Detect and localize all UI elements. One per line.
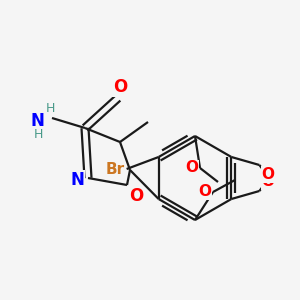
Text: Br: Br — [106, 161, 124, 176]
Text: O: O — [113, 78, 127, 96]
Text: N: N — [70, 171, 84, 189]
Text: O: O — [198, 184, 211, 200]
Text: H: H — [33, 128, 43, 140]
Text: O: O — [129, 187, 143, 205]
Text: O: O — [261, 167, 274, 182]
Text: N: N — [30, 112, 44, 130]
Text: O: O — [185, 160, 198, 175]
Text: O: O — [261, 174, 274, 189]
Text: H: H — [45, 101, 55, 115]
